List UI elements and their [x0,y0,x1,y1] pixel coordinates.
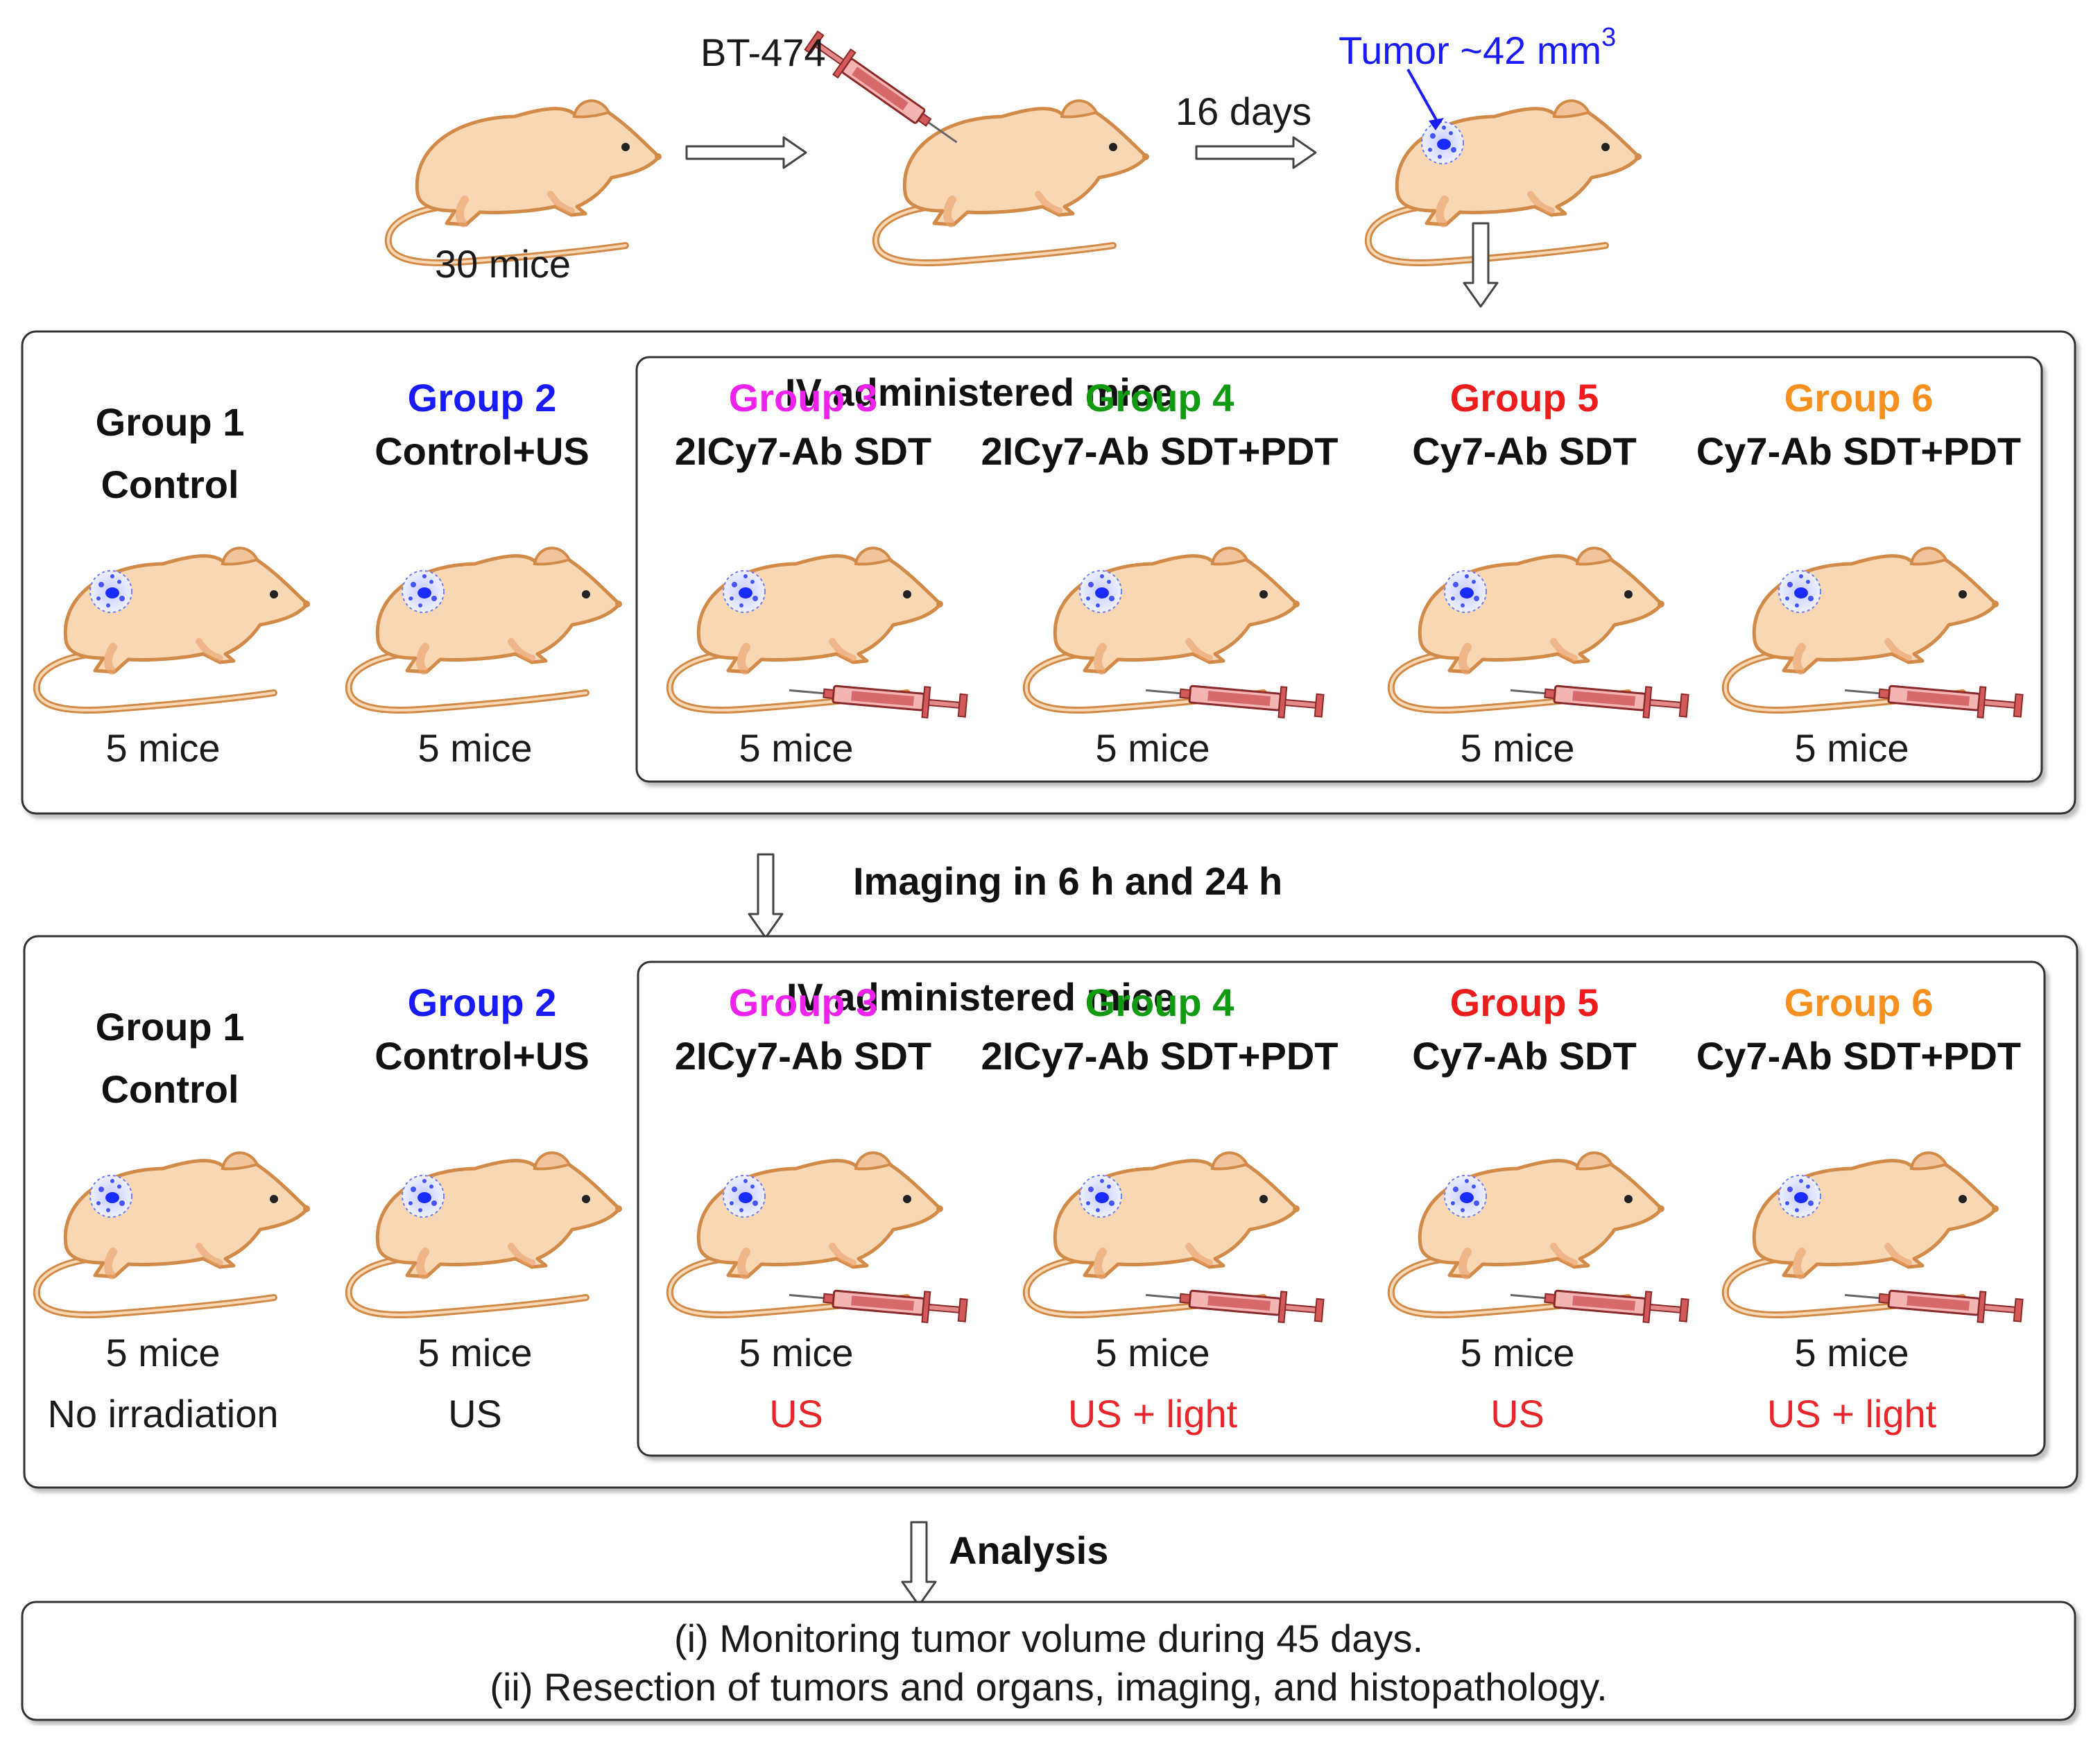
arrow-right-icon [685,136,807,169]
group-name: Group 1 [96,1005,245,1049]
group-mice-count: 5 mice [1795,726,1909,770]
arrow-down-icon [1463,222,1499,308]
group-name: Group 6 [1784,981,1934,1024]
group-name: Group 3 [729,376,878,420]
group-name: Group 1 [96,400,245,444]
tumor-icon [89,570,132,613]
tumor-icon [1444,570,1487,613]
group-irradiation: US + light [1068,1392,1238,1436]
group-mice-count: 5 mice [1461,1331,1575,1374]
tumor-pointer [1406,69,1440,126]
tumor-icon [89,1175,132,1218]
group-treatment: Control+US [375,429,589,473]
group-treatment: Control [101,1067,239,1111]
group-mice-count: 5 mice [1096,1331,1210,1374]
arrow-down-icon [901,1521,937,1607]
tumor-icon [402,570,445,613]
arrow-down-icon [748,853,784,939]
tumor-size-label: Tumor ~42 mm3 [1339,23,1616,72]
tumor-icon [1444,1175,1487,1218]
tumor-icon [723,1175,766,1218]
group-treatment: Control [101,463,239,506]
group-irradiation: US [769,1392,823,1436]
group-treatment: Cy7-Ab SDT [1412,1034,1637,1078]
cell-line-label: BT-474 [700,31,826,74]
group-treatment: Cy7-Ab SDT [1412,429,1637,473]
group-name: Group 5 [1450,981,1599,1024]
group-name: Group 6 [1784,376,1934,420]
group-irradiation: US [448,1392,502,1436]
duration-label: 16 days [1176,89,1311,133]
group-name: Group 2 [408,376,557,420]
injected-mouse-icon [876,101,1149,263]
analysis-box [21,1601,2076,1721]
group-treatment: Control+US [375,1034,589,1078]
iv-title: IV administered mice [786,975,1175,1019]
group-mice-count: 5 mice [1461,726,1575,770]
start-mice-count: 30 mice [435,242,571,286]
group-mice-count: 5 mice [739,1331,854,1374]
analysis-step-label: Analysis [949,1528,1108,1572]
group-treatment: Cy7-Ab SDT+PDT [1696,1034,2021,1078]
tumor-icon [1778,570,1821,613]
group-name: Group 4 [1085,376,1234,420]
group-mice-count: 5 mice [739,726,854,770]
group-treatment: 2ICy7-Ab SDT+PDT [981,1034,1339,1078]
tumor-icon [402,1175,445,1218]
group-name: Group 3 [729,981,878,1024]
group-name: Group 5 [1450,376,1599,420]
group-treatment: 2ICy7-Ab SDT+PDT [981,429,1339,473]
tumor-icon [723,570,766,613]
group-mice-count: 5 mice [418,1331,533,1374]
tumor-icon [1421,121,1464,164]
group-irradiation: US + light [1767,1392,1937,1436]
tumor-mouse-icon [1368,101,1642,263]
group-mice-count: 5 mice [106,726,221,770]
group-mice-count: 5 mice [1795,1331,1909,1374]
imaging-step-label: Imaging in 6 h and 24 h [853,859,1282,903]
group-name: Group 2 [408,981,557,1024]
group-mice-count: 5 mice [106,1331,221,1374]
group-irradiation: US [1490,1392,1544,1436]
iv-treatment-box [637,960,2046,1457]
group-name: Group 4 [1085,981,1234,1024]
tumor-icon [1079,570,1122,613]
iv-title: IV administered mice [785,370,1173,414]
iv-groups-box [635,356,2043,783]
analysis-line-1: (i) Monitoring tumor volume during 45 da… [674,1617,1423,1660]
arrow-right-icon [1195,136,1317,169]
group-treatment: 2ICy7-Ab SDT [675,1034,931,1078]
group-mice-count: 5 mice [418,726,533,770]
start-mouse-icon [388,101,662,263]
group-irradiation: No irradiation [47,1392,278,1436]
group-mice-count: 5 mice [1096,726,1210,770]
group-treatment: Cy7-Ab SDT+PDT [1696,429,2021,473]
group-treatment: 2ICy7-Ab SDT [675,429,931,473]
tumor-icon [1778,1175,1821,1218]
analysis-line-2: (ii) Resection of tumors and organs, ima… [490,1665,1607,1709]
tumor-icon [1079,1175,1122,1218]
